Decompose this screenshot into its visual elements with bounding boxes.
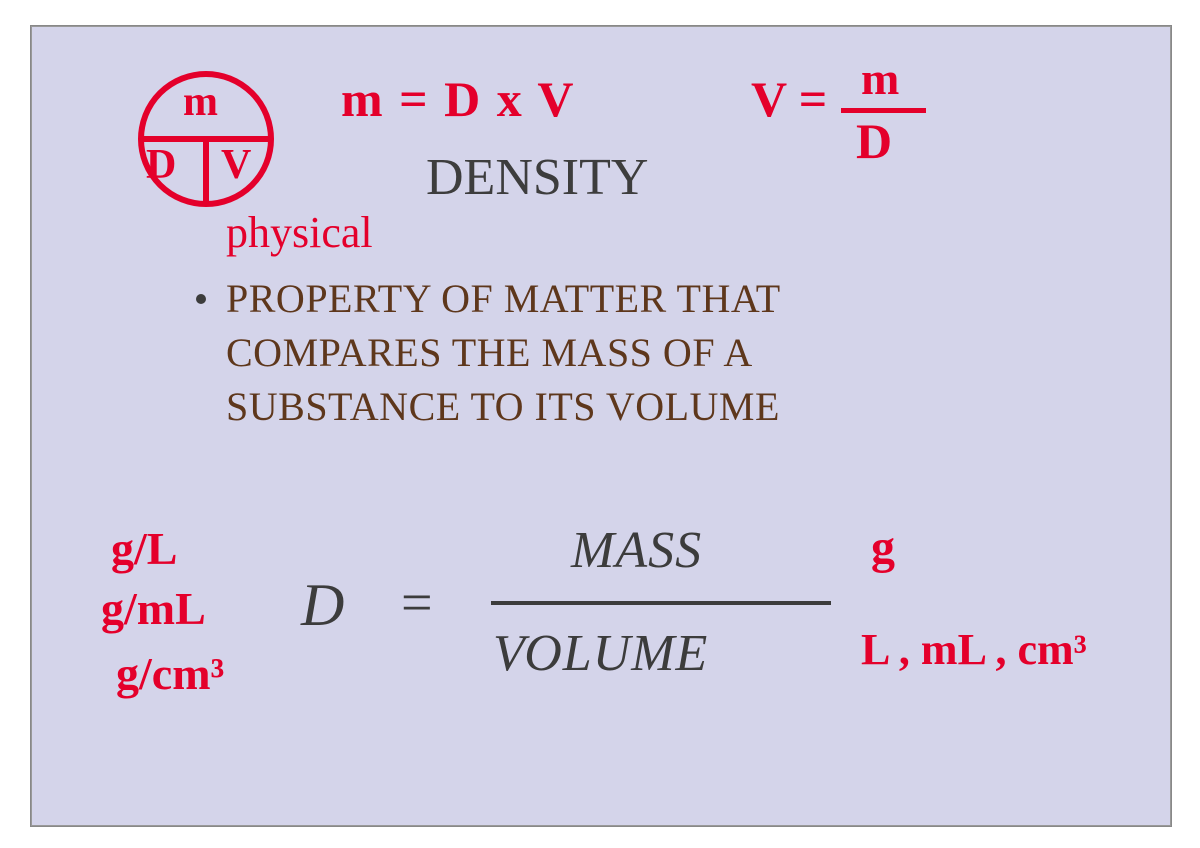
triangle-d: D: [146, 144, 176, 186]
formula-lhs: D: [301, 571, 344, 640]
bullet-text: PROPERTY OF MATTER THAT COMPARES THE MAS…: [226, 272, 986, 434]
formula-numerator: MASS: [571, 521, 702, 580]
annotation-unit-2: g/mL: [101, 586, 206, 632]
annotation-mass-unit: g: [871, 524, 895, 572]
triangle-v: V: [221, 144, 251, 186]
annotation-unit-3: g/cm³: [116, 651, 224, 697]
annotation-volume-units: L , mL , cm³: [861, 628, 1087, 672]
annotation-formula-v-lhs: V =: [751, 74, 827, 124]
formula-eq: =: [401, 571, 433, 635]
annotation-formula-m: m = D x V: [341, 74, 575, 124]
slide-canvas: m D V m = D x V V = m D DENSITY physical…: [30, 25, 1172, 827]
bullet-dot-icon: [196, 294, 206, 304]
annotation-physical: physical: [226, 211, 373, 255]
slide-title: DENSITY: [426, 148, 648, 207]
annotation-formula-v-num: m: [861, 56, 899, 102]
annotation-unit-1: g/L: [111, 526, 177, 572]
formula-fraction-line: [491, 601, 831, 605]
triangle-m: m: [183, 81, 218, 123]
annotation-formula-v-den: D: [856, 116, 892, 166]
formula-denominator: VOLUME: [493, 624, 708, 683]
